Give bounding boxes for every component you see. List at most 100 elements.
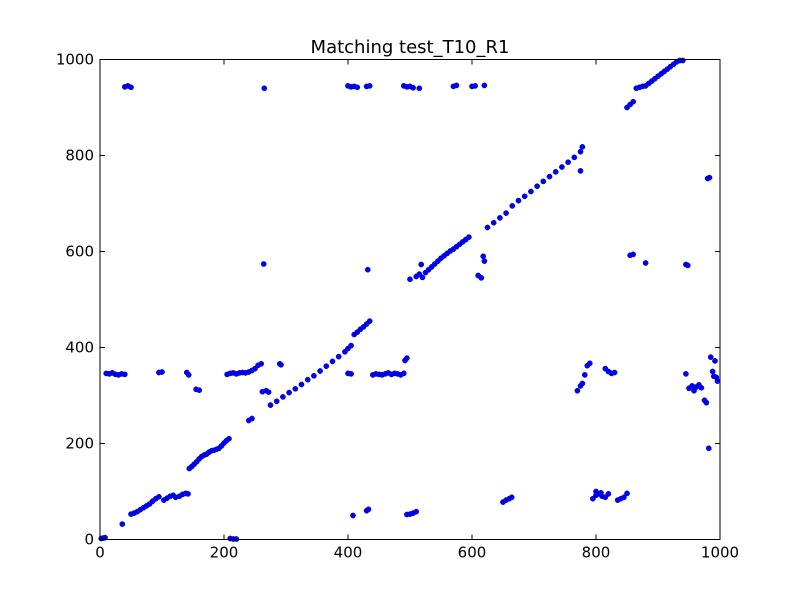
data-point — [249, 415, 255, 422]
data-point — [119, 521, 126, 527]
data-point — [335, 353, 342, 360]
data-point — [540, 178, 547, 185]
data-point — [484, 224, 491, 231]
data-point — [705, 445, 712, 452]
chart-title: Matching test_T10_R1 — [311, 37, 510, 58]
data-point — [350, 512, 356, 519]
data-point — [508, 494, 515, 501]
data-point — [400, 370, 407, 377]
data-point — [559, 164, 565, 170]
data-point — [278, 361, 284, 368]
data-point — [481, 82, 488, 89]
data-point — [292, 385, 299, 392]
data-point — [453, 82, 460, 89]
data-point — [565, 159, 571, 166]
data-point — [586, 360, 593, 367]
data-point — [329, 358, 336, 365]
data-point — [364, 266, 371, 273]
data-point — [534, 183, 540, 190]
data-point — [503, 210, 509, 216]
x-tick-label: 400 — [334, 544, 363, 562]
data-point — [410, 84, 416, 91]
data-point — [226, 435, 232, 442]
data-point — [280, 394, 286, 400]
data-point — [515, 197, 522, 204]
data-point — [703, 399, 710, 406]
data-point — [528, 188, 534, 195]
x-tick-label: 600 — [458, 544, 487, 562]
data-point — [621, 494, 627, 501]
y-tick-label: 0 — [84, 531, 94, 549]
data-point — [261, 85, 268, 92]
data-point — [159, 369, 165, 375]
data-point — [581, 372, 588, 378]
data-point — [509, 203, 516, 209]
data-point — [286, 389, 292, 396]
y-tick-label: 600 — [65, 243, 94, 261]
data-point — [156, 493, 162, 500]
ticks-layer: 0 200 400 600 800 1000 0 200 400 600 800 1000 — [56, 51, 739, 562]
data-point — [407, 276, 413, 283]
data-point — [577, 148, 584, 155]
data-point — [577, 168, 584, 174]
data-point — [365, 506, 372, 513]
data-point — [707, 354, 714, 360]
data-point — [593, 488, 599, 495]
data-point — [571, 154, 578, 161]
data-point — [521, 193, 528, 200]
data-point — [598, 490, 604, 496]
data-point — [267, 402, 274, 408]
data-point — [128, 84, 134, 91]
data-point — [317, 368, 323, 374]
data-point — [418, 261, 425, 268]
data-point — [481, 258, 488, 264]
x-tick-label: 1000 — [701, 544, 739, 562]
data-point — [714, 378, 721, 384]
data-point — [265, 389, 272, 395]
data-point — [579, 380, 586, 387]
y-tick-label: 200 — [65, 435, 94, 453]
data-point — [706, 174, 713, 181]
x-tick-label: 200 — [210, 544, 239, 562]
plot-frame — [99, 59, 721, 540]
data-point — [605, 491, 612, 497]
data-point — [466, 234, 472, 240]
data-point — [698, 384, 705, 391]
data-point — [185, 372, 192, 378]
data-point — [684, 262, 691, 269]
data-point — [260, 261, 267, 267]
x-tick-label: 0 — [95, 544, 105, 562]
data-point — [679, 57, 686, 64]
data-point — [712, 358, 718, 364]
data-point — [574, 387, 581, 394]
x-tick-label: 800 — [582, 544, 611, 562]
data-point — [323, 363, 330, 370]
data-point — [552, 168, 559, 175]
data-point — [478, 275, 485, 281]
data-point — [273, 398, 280, 405]
data-point — [642, 260, 649, 266]
data-point — [185, 491, 191, 497]
data-point — [366, 83, 373, 89]
data-point — [348, 342, 354, 349]
points-layer — [98, 57, 721, 542]
data-point — [624, 490, 630, 497]
data-point — [497, 215, 503, 221]
data-point — [683, 371, 689, 377]
data-point — [630, 98, 637, 105]
y-tick-label: 1000 — [56, 51, 94, 69]
data-point — [196, 387, 203, 394]
data-point — [366, 318, 373, 324]
data-point — [348, 371, 354, 377]
data-point — [102, 534, 108, 541]
data-point — [419, 274, 426, 281]
data-point — [480, 253, 487, 260]
data-point — [416, 85, 423, 92]
data-point — [298, 381, 305, 388]
data-point — [709, 368, 716, 375]
data-point — [311, 372, 317, 379]
data-point — [404, 355, 410, 361]
data-point — [630, 251, 637, 258]
data-point — [258, 360, 265, 367]
